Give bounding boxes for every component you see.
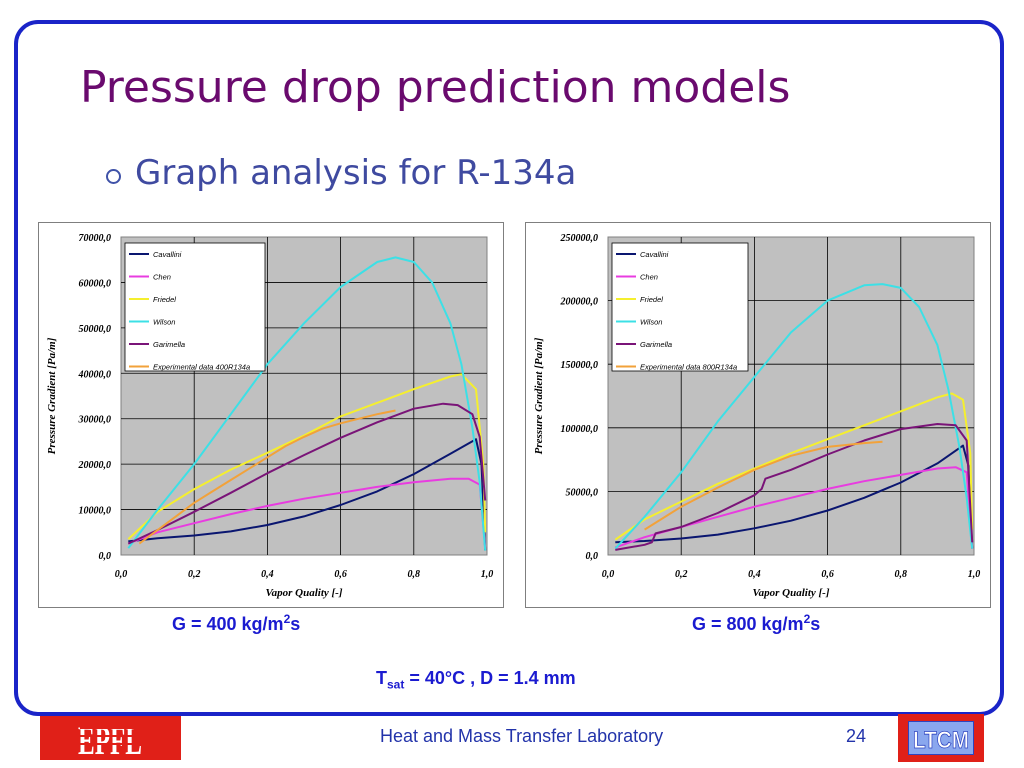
epfl-logo: EPFL (40, 716, 181, 763)
x-tick-label: 0,8 (895, 569, 908, 580)
series-line-cavallini (128, 438, 487, 551)
x-tick-label: 1,0 (481, 569, 494, 580)
y-tick-label: 30000,0 (78, 415, 112, 426)
legend-label: Experimental data 800R134a (640, 363, 737, 372)
legend-label: Wilson (640, 318, 662, 327)
series-line-friedel (614, 392, 974, 541)
svg-text:LTCM: LTCM (913, 727, 969, 754)
slide-frame (14, 20, 1004, 716)
x-tick-label: 0,4 (748, 569, 761, 580)
x-tick-label: 0,4 (261, 569, 274, 580)
chart-left-frame: 0,0 0,2 0,4 0,6 0,8 1,0 0,0 10000,0 20000,0 30000… (38, 222, 504, 608)
caption-left-unit: s (290, 614, 301, 634)
caption-left-sup: 2 (283, 612, 291, 626)
x-tick-label: 0,6 (334, 569, 347, 580)
svg-text:EPFL: EPFL (78, 718, 142, 760)
x-axis-label: Vapor Quality [-] (266, 587, 343, 599)
y-tick-label: 100000,0 (561, 424, 599, 435)
y-axis-label: Pressure Gradient [Pa/m] (533, 337, 545, 454)
legend-box (124, 242, 266, 372)
series-line-wilson (127, 256, 487, 551)
legend-label: Garimella (153, 340, 185, 349)
ltcm-logo-graphic: LTCM (908, 721, 974, 755)
series-line-garimella (127, 402, 487, 545)
series-line-wilson (614, 283, 974, 550)
y-tick-label: 250000,0 (560, 233, 599, 244)
legend-label: Chen (153, 273, 171, 282)
caption-right: G = 800 kg/m2s (692, 612, 820, 635)
bullet-text: Graph analysis for R-134a (135, 153, 577, 193)
series-line-cavallini (615, 444, 974, 549)
x-tick-label: 0,8 (408, 569, 421, 580)
ltcm-logo: LTCM (898, 714, 984, 762)
footer-lab-name: Heat and Mass Transfer Laboratory (380, 726, 664, 746)
epfl-logo-graphic: EPFL (78, 718, 142, 763)
legend: Cavallini Chen Friedel Wilson Garimella Exper… (124, 242, 266, 372)
legend-label: Friedel (640, 295, 663, 304)
legend-label: Cavallini (153, 250, 182, 259)
chart-right-frame: 0,0 0,2 0,4 0,6 0,8 1,0 0,0 50000,0 100000,0 1500… (525, 222, 991, 608)
circle-bullet-icon (106, 168, 121, 184)
series-line-experimental (644, 440, 883, 531)
y-tick-label: 70000,0 (79, 233, 112, 244)
conditions-t: T (376, 668, 387, 688)
y-tick-label: 60000,0 (79, 278, 112, 289)
x-tick-label: 0,0 (115, 569, 128, 580)
x-tick-label: 0,6 (821, 569, 834, 580)
conditions-text: Tsat = 40°C , D = 1.4 mm (376, 668, 576, 692)
caption-right-sup: 2 (803, 612, 811, 626)
page-number: 24 (846, 726, 867, 746)
legend-label: Chen (640, 273, 658, 282)
legend-label: Friedel (153, 295, 176, 304)
y-tick-label: 0,0 (99, 551, 112, 562)
legend-label: Experimental data 400R134a (153, 363, 250, 372)
x-tick-label: 0,2 (675, 569, 688, 580)
y-tick-label: 200000,0 (560, 297, 599, 308)
series-line-friedel (127, 373, 487, 540)
legend-label: Wilson (153, 318, 175, 327)
x-axis-label: Vapor Quality [-] (753, 587, 830, 599)
slide-title: Pressure drop prediction models (80, 62, 791, 113)
legend-label: Cavallini (640, 250, 669, 259)
series-line-experimental (138, 409, 396, 545)
y-tick-label: 20000,0 (78, 460, 112, 471)
y-axis-label: Pressure Gradient [Pa/m] (46, 337, 58, 454)
legend-box (611, 242, 749, 372)
y-tick-label: 10000,0 (79, 506, 112, 517)
x-tick-label: 0,2 (188, 569, 201, 580)
conditions-sub: sat (387, 677, 405, 692)
caption-left: G = 400 kg/m2s (172, 612, 300, 635)
conditions-rest: = 40°C , D = 1.4 mm (404, 668, 576, 688)
y-tick-label: 50000,0 (566, 487, 599, 498)
y-tick-label: 0,0 (586, 551, 599, 562)
chart-right: 0,0 0,2 0,4 0,6 0,8 1,0 0,0 50000,0 100000,0 1500… (533, 233, 981, 599)
series-line-chen (127, 477, 487, 549)
caption-right-text: G = 800 kg/m (692, 614, 804, 634)
legend: Cavallini Chen Friedel Wilson Garimella Exper… (611, 242, 749, 372)
chart-left: 0,0 0,2 0,4 0,6 0,8 1,0 0,0 10000,0 20000,0 30000… (46, 233, 494, 599)
series-line-garimella (615, 423, 974, 551)
y-tick-label: 150000,0 (561, 360, 599, 371)
caption-right-unit: s (810, 614, 821, 634)
x-tick-label: 1,0 (968, 569, 981, 580)
legend-label: Garimella (640, 340, 672, 349)
y-tick-label: 40000,0 (78, 369, 112, 380)
caption-left-text: G = 400 kg/m (172, 614, 284, 634)
x-tick-label: 0,0 (602, 569, 615, 580)
y-tick-label: 50000,0 (79, 324, 112, 335)
bullet-item: Graph analysis for R-134a (106, 153, 576, 193)
